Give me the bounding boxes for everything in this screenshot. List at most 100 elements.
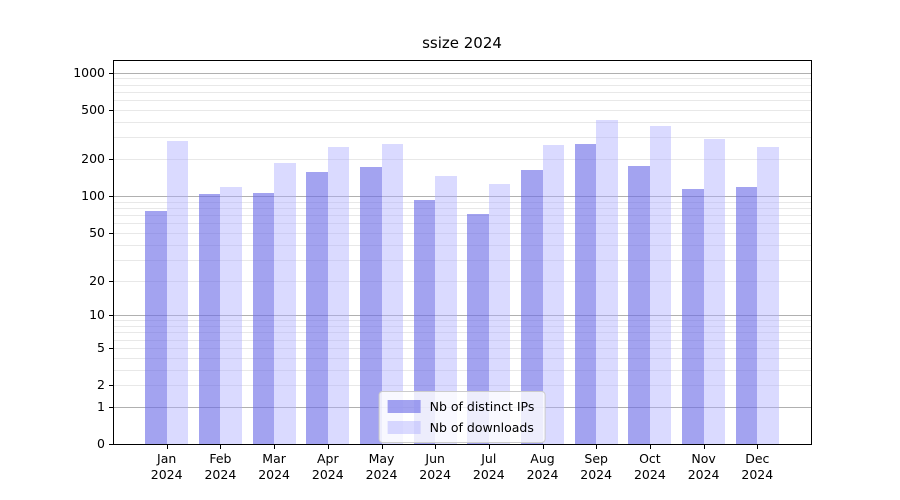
minor-gridline	[113, 121, 811, 123]
x-tick-year: 2024	[365, 467, 398, 482]
y-tick-mark	[109, 280, 113, 282]
x-tick-month: Jul	[481, 451, 497, 466]
y-tick-mark	[109, 347, 113, 349]
y-tick-mark	[109, 444, 113, 446]
y-tick-label: 5	[97, 339, 105, 355]
bar-distinct-ips-apr	[306, 171, 328, 444]
x-tick-mark	[274, 445, 276, 449]
minor-gridline	[113, 280, 811, 282]
y-tick-mark	[109, 315, 113, 317]
x-tick-month: Apr	[316, 451, 339, 466]
x-tick-month: Sep	[584, 451, 608, 466]
x-tick-mark	[166, 445, 168, 449]
minor-gridline	[113, 244, 811, 246]
bar-distinct-ips-oct	[628, 166, 650, 444]
minor-gridline	[113, 339, 811, 341]
y-tick-label: 1000	[73, 64, 105, 80]
minor-gridline	[113, 332, 811, 334]
x-tick-year: 2024	[687, 467, 720, 482]
x-tick-month: Jan	[157, 451, 177, 466]
bar-downloads-feb	[220, 186, 242, 444]
x-tick-month: Dec	[745, 451, 770, 466]
x-tick-month: Aug	[530, 451, 555, 466]
bar-distinct-ips-may	[360, 167, 382, 444]
y-tick-label: 200	[81, 150, 105, 166]
major-gridline	[113, 196, 811, 197]
x-tick-mark	[757, 445, 759, 449]
bar-downloads-mar	[274, 162, 296, 444]
minor-gridline	[113, 201, 811, 203]
y-tick-label: 1	[97, 399, 105, 414]
x-tick-year: 2024	[258, 467, 290, 482]
x-tick-year: 2024	[150, 467, 183, 482]
minor-gridline	[113, 207, 811, 209]
y-tick-mark	[109, 232, 113, 234]
bar-distinct-ips-aug	[521, 169, 543, 444]
minor-gridline	[113, 91, 811, 93]
x-tick-month: Oct	[639, 451, 661, 466]
x-tick-mark	[220, 445, 222, 449]
bar-distinct-ips-jul	[467, 214, 489, 444]
bar-downloads-jun	[435, 176, 457, 444]
legend-swatch-distinct-ips	[387, 400, 421, 413]
bar-downloads-apr	[327, 146, 350, 444]
bar-downloads-oct	[649, 126, 672, 444]
x-tick-year: 2024	[204, 467, 237, 482]
x-tick-month: Nov	[691, 451, 716, 466]
x-tick-label: May 2024	[352, 451, 412, 483]
x-tick-year: 2024	[633, 467, 666, 482]
major-gridline	[113, 72, 811, 74]
y-tick-label: 2	[97, 377, 105, 393]
bar-downloads-nov	[703, 139, 726, 444]
legend-item-downloads: Nb of downloads	[387, 420, 535, 435]
bar-downloads-sep	[596, 120, 618, 444]
minor-gridline	[113, 347, 811, 349]
y-tick-mark	[109, 109, 113, 111]
x-tick-label: Dec 2024	[727, 451, 787, 483]
minor-gridline	[113, 158, 811, 160]
y-tick-mark	[109, 158, 113, 160]
bar-distinct-ips-mar	[252, 192, 275, 444]
y-tick-label: 20	[89, 272, 105, 288]
x-tick-label: Aug 2024	[513, 451, 573, 483]
bar-downloads-dec	[757, 147, 779, 444]
x-tick-label: Sep 2024	[566, 451, 626, 483]
x-tick-mark	[327, 445, 329, 449]
x-tick-label: Jun 2024	[405, 451, 465, 483]
x-tick-mark	[649, 445, 651, 449]
x-tick-label: Nov 2024	[674, 451, 734, 483]
x-tick-label: Apr 2024	[298, 451, 358, 483]
minor-gridline	[113, 357, 811, 359]
bar-distinct-ips-feb	[198, 194, 221, 444]
bar-distinct-ips-jun	[413, 200, 436, 444]
legend-item-distinct-ips: Nb of distinct IPs	[387, 399, 534, 414]
x-tick-year: 2024	[741, 467, 774, 482]
bar-downloads-may	[381, 143, 403, 444]
y-tick-mark	[109, 196, 113, 197]
x-tick-month: Mar	[262, 451, 286, 466]
minor-gridline	[113, 385, 811, 387]
chart-title: ssize 2024	[422, 34, 502, 52]
x-tick-mark	[542, 445, 544, 449]
x-tick-mark	[488, 445, 490, 449]
bar-distinct-ips-nov	[682, 189, 704, 444]
x-tick-year: 2024	[311, 467, 344, 482]
legend-swatch-downloads	[387, 421, 421, 434]
minor-gridline	[113, 223, 811, 225]
y-tick-mark	[109, 407, 113, 408]
x-tick-year: 2024	[472, 467, 505, 482]
x-tick-label: Mar 2024	[244, 451, 304, 483]
x-tick-mark	[703, 445, 705, 449]
minor-gridline	[113, 369, 811, 371]
x-tick-mark	[381, 445, 383, 449]
bar-distinct-ips-jan	[145, 211, 167, 444]
bar-distinct-ips-dec	[735, 186, 758, 444]
bar-downloads-aug	[542, 144, 564, 444]
x-tick-mark	[596, 445, 598, 449]
y-tick-mark	[109, 385, 113, 387]
x-tick-label: Feb 2024	[190, 451, 250, 483]
y-tick-label: 0	[97, 436, 105, 452]
x-tick-month: Feb	[209, 451, 232, 466]
